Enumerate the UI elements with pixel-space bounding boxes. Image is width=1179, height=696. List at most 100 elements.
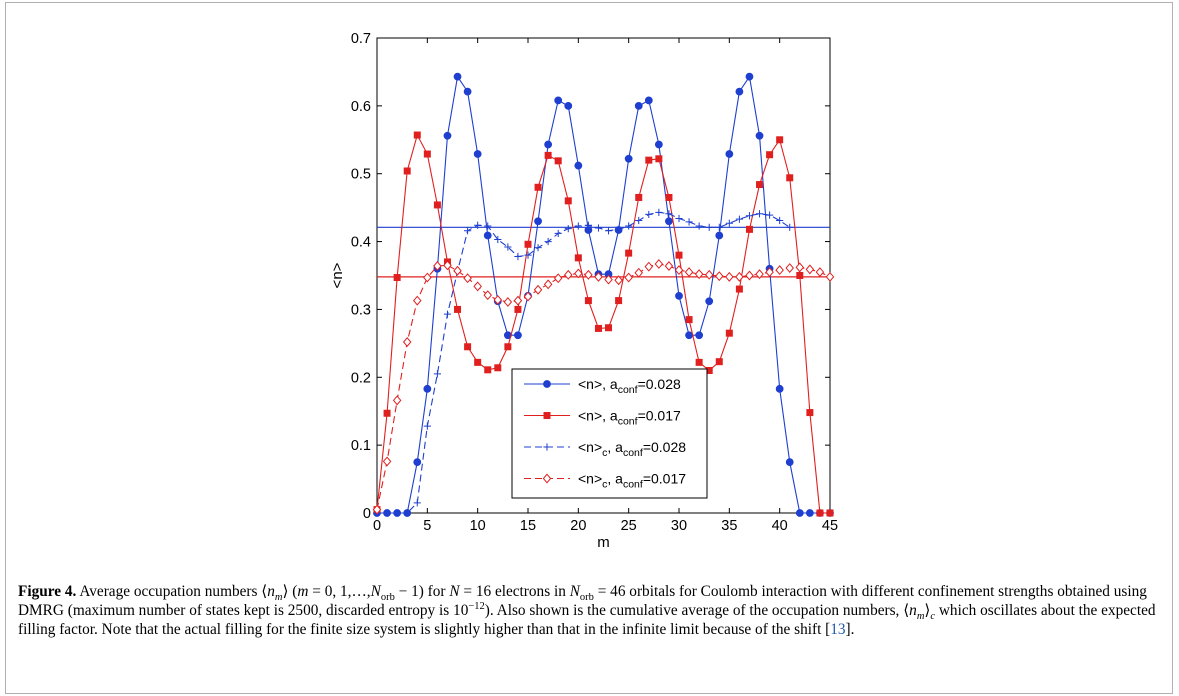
data-point [775,265,784,276]
data-point [413,458,422,467]
data-point [785,458,794,467]
data-point [745,212,754,220]
data-point [825,271,835,282]
data-point [464,343,472,351]
data-point [634,101,643,110]
data-point [433,370,441,378]
data-point [715,231,724,240]
data-point [755,269,764,280]
data-point [755,131,764,140]
data-point [594,224,603,232]
data-point [523,291,533,302]
legend-label: <n>c, aconf=0.028 [578,439,686,459]
data-point [725,219,733,227]
figure-caption: Figure 4. Average occupation numbers ⟨nm… [18,582,1166,639]
data-point [604,227,613,235]
data-point [655,155,663,163]
data-point [735,271,744,282]
data-point [755,210,764,218]
data-point [735,285,743,293]
data-point [504,243,512,251]
x-tick-label: 0 [373,518,381,534]
y-tick-label: 0 [363,506,371,522]
data-point [383,409,391,417]
data-point [594,271,603,282]
data-point [674,265,684,276]
data-point [695,222,703,230]
data-point [745,225,753,233]
data-point [675,214,683,223]
data-point [705,223,713,231]
data-point [524,240,532,248]
reference-link[interactable]: 13 [830,621,846,638]
chart: 0 5 10 15 20 25 30 35 40 45 0 0.1 0.2 0.3 0.4 0.5 0.6 0.7… [329,31,838,551]
series-line [377,75,830,514]
data-point [504,343,512,351]
data-point [543,443,551,451]
data-point [564,269,573,280]
data-point [654,140,663,149]
data-point [715,358,723,366]
data-point [654,258,664,269]
data-point [393,274,401,282]
data-point [514,252,522,261]
data-point [554,157,562,165]
data-point [815,267,825,278]
data-point [826,509,834,517]
data-point [786,223,794,231]
data-point [564,197,572,205]
x-tick-label: 5 [423,518,431,534]
data-point [524,251,532,259]
data-point [473,150,482,158]
data-point [685,331,693,340]
x-tick-label: 45 [822,518,838,534]
data-point [493,294,503,305]
data-point [494,364,502,372]
data-point [554,96,563,105]
x-tick-label: 25 [621,518,637,534]
data-point [484,366,492,374]
data-point [795,509,804,517]
data-point [615,225,623,233]
data-point [615,297,623,305]
data-point [675,291,683,300]
data-point [635,216,643,225]
data-point [594,324,602,332]
data-point [542,473,552,484]
data-point [786,174,794,182]
data-point [624,154,633,163]
x-tick-label: 40 [772,518,788,534]
data-point [483,290,492,301]
data-point [534,183,542,191]
data-point [635,193,643,201]
data-point [805,264,815,275]
y-tick-label: 0.7 [351,31,371,47]
data-point [705,297,714,306]
data-point [695,358,703,366]
data-point [624,272,633,283]
data-point [463,87,472,96]
data-point [776,216,784,225]
data-point [564,101,573,110]
data-point [584,221,592,229]
data-point [695,331,704,340]
data-point [534,244,542,252]
figure-label: Figure 4. [18,583,77,600]
data-point [574,268,583,279]
y-tick-label: 0.2 [351,370,371,386]
data-point [564,225,572,233]
data-point [685,316,693,324]
data-point [725,150,734,158]
y-tick-label: 0.3 [351,302,371,318]
data-point [494,235,502,244]
y-tick-label: 0.5 [351,167,371,183]
data-point [574,254,582,262]
data-point [393,509,401,517]
data-point [665,217,673,226]
legend-label: <n>c, aconf=0.017 [578,471,686,491]
data-point [473,281,482,292]
data-point [392,395,402,406]
data-point [464,227,472,235]
data-point [443,310,452,318]
data-point [443,260,452,271]
